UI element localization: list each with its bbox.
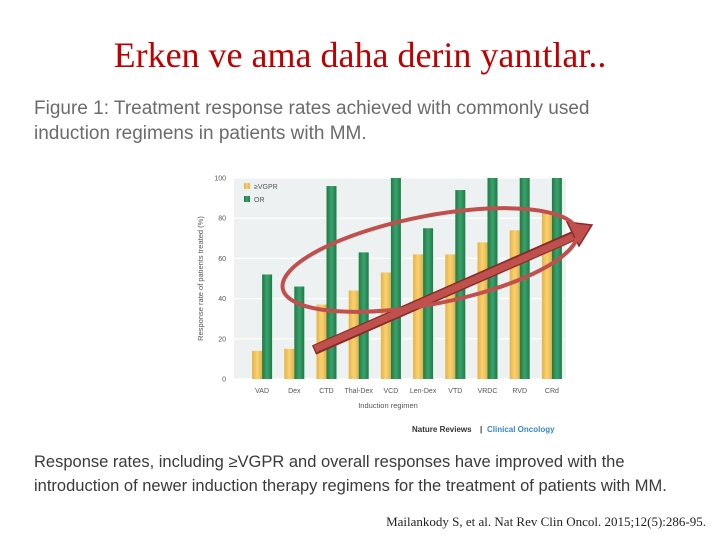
category-label: VTD [448,388,462,395]
legend-label: OR [254,197,265,204]
category-label: VRDC [478,388,498,395]
y-tick-label: 0 [222,377,226,384]
y-tick-label: 80 [218,216,226,223]
category-label: RVD [512,388,527,395]
y-tick-label: 60 [218,256,226,263]
source-brand-separator: | [480,425,482,434]
bar-vgpr-dex [284,349,294,379]
y-tick-label: 20 [218,336,226,343]
y-axis-label: Response rate of patients treated (%) [196,216,205,341]
bar-vgpr-vcd [381,272,391,379]
summary-line-1: Response rates, including ≥VGPR and over… [34,450,704,474]
x-axis-label: Induction regimen [358,401,418,410]
y-tick-labels: 0 20 40 60 80 100 [214,176,226,384]
summary-text: Response rates, including ≥VGPR and over… [34,450,704,498]
bar-or-ctd [327,186,337,379]
legend-swatch [244,196,250,202]
y-tick-label: 100 [214,176,226,183]
category-label: CTD [319,388,333,395]
bar-or-crd [552,178,562,379]
bar-vgpr-vrdc [478,242,488,379]
category-label: Thal-Dex [344,388,373,395]
source-journal-name: Clinical Oncology [487,425,555,434]
category-labels: VAD Dex CTD Thal-Dex VCD Len-Dex VTD VRDC RVD CRd [255,388,559,395]
bar-vgpr-rvd [510,230,520,379]
bar-or-vcd [391,178,401,379]
citation: Mailankody S, et al. Nat Rev Clin Oncol.… [386,514,706,530]
bar-or-thal-dex [359,252,369,379]
legend-swatch [244,183,250,189]
source-brand: Nature Reviews | Clinical Oncology [412,425,555,434]
bar-or-vad [262,274,272,379]
y-tick-label: 40 [218,296,226,303]
source-brand-name: Nature Reviews [412,425,472,434]
category-label: Len-Dex [410,388,437,395]
bar-vgpr-crd [542,212,552,379]
category-label: VCD [384,388,399,395]
summary-line-2: introduction of newer induction therapy … [34,474,704,498]
bar-vgpr-vtd [445,254,455,379]
category-label: VAD [255,388,269,395]
legend-label: ≥VGPR [254,184,278,191]
bar-vgpr-len-dex [413,254,423,379]
category-label: Dex [288,388,301,395]
bar-vgpr-vad [252,351,262,379]
category-label: CRd [545,388,559,395]
